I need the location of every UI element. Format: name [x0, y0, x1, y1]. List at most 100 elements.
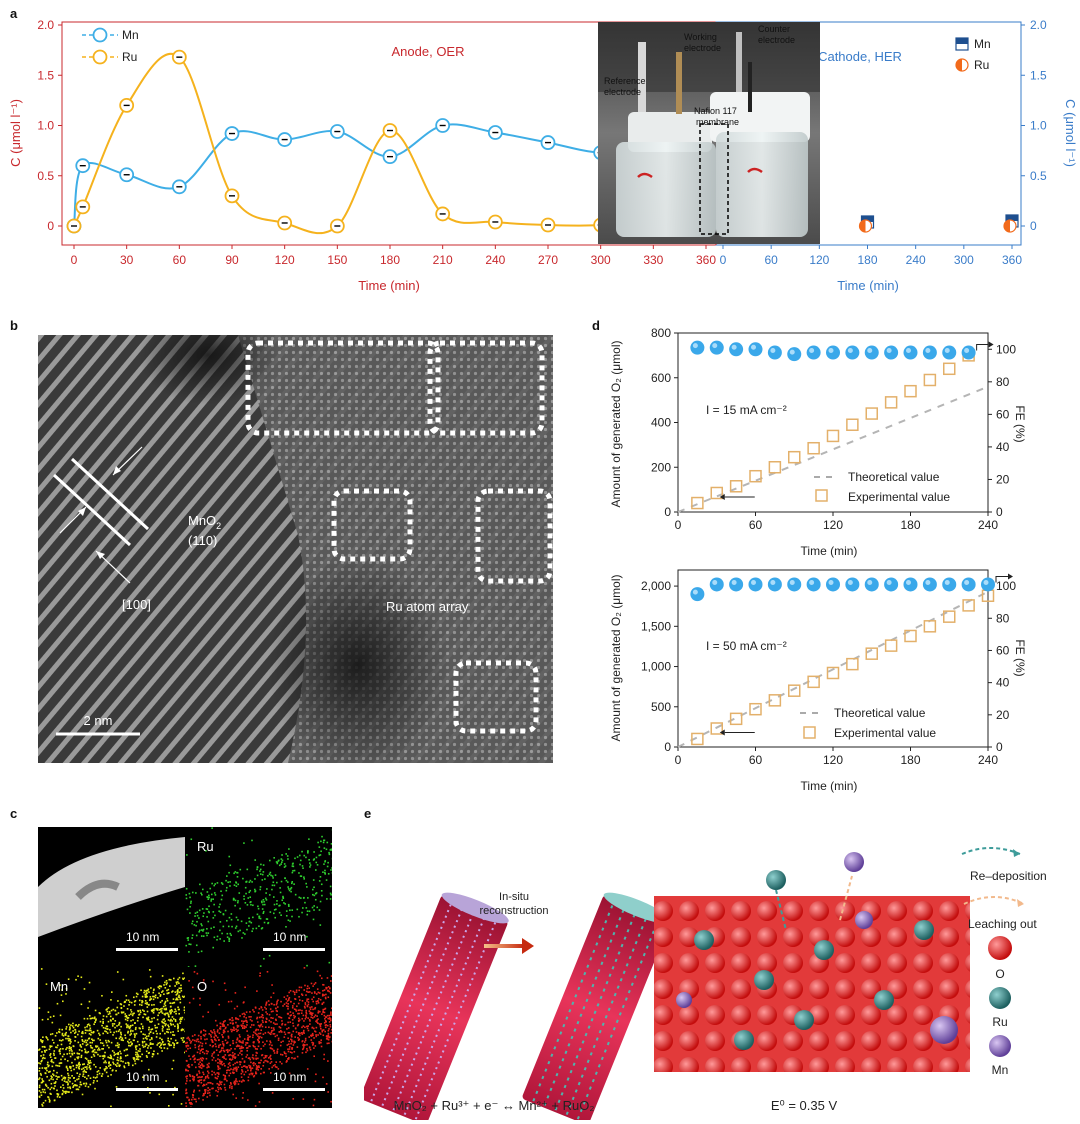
- eds-ru-dot: [265, 899, 268, 901]
- eds-mn-dot: [40, 1074, 42, 1076]
- eds-mn-dot: [147, 988, 150, 991]
- d-top-y2-tick-label: 20: [996, 472, 1010, 486]
- eds-ru-dot: [326, 865, 329, 868]
- eds-mn-dot: [67, 1069, 69, 1072]
- eds-mn-dot: [117, 1030, 120, 1033]
- eds-mn-dot: [60, 994, 63, 996]
- eds-ru-dot: [273, 912, 275, 915]
- eds-ru-dot: [213, 926, 215, 929]
- eds-mn-dot: [111, 1050, 114, 1052]
- eds-ru-dot: [239, 907, 241, 910]
- eds-mn-dot: [109, 1031, 112, 1033]
- d-top-experimental-point: [943, 362, 956, 376]
- eds-o-dot: [292, 990, 295, 993]
- eds-o-dot: [185, 1092, 187, 1095]
- eds-o-dot: [297, 1039, 300, 1041]
- eds-mn-dot: [38, 1084, 41, 1087]
- eds-mn-dot: [47, 1061, 49, 1064]
- eds-o-dot: [305, 994, 307, 996]
- eds-o-dot: [268, 1068, 270, 1070]
- eds-o-dot: [313, 1047, 315, 1049]
- eds-haadf-scale: 10 nm: [126, 930, 160, 944]
- eds-o-dot: [324, 996, 327, 999]
- eds-mn-dot: [51, 1033, 54, 1035]
- eds-mn-dot: [101, 1073, 104, 1075]
- eds-o-dot: [262, 1041, 264, 1044]
- eds-o-dot: [224, 1064, 226, 1067]
- eds-ru-dot: [198, 917, 200, 919]
- eds-o-dot: [222, 1029, 225, 1032]
- eds-mn-dot: [144, 1013, 147, 1016]
- eds-ru-dot: [190, 838, 193, 841]
- eds-o-dot: [287, 1043, 290, 1046]
- eds-mn-dot: [177, 996, 180, 998]
- eds-mn-dot: [56, 1002, 59, 1005]
- eds-o-dot: [276, 1034, 278, 1037]
- eds-mn-dot: [106, 1008, 108, 1010]
- eds-o-dot: [267, 1057, 270, 1059]
- eds-o-dot: [307, 1029, 310, 1032]
- eds-o-dot: [190, 1102, 192, 1104]
- d-top-fe-point: [961, 345, 976, 360]
- eds-o-dot: [202, 1085, 204, 1087]
- eds-o-dot: [273, 1049, 275, 1052]
- eds-o-dot: [203, 1065, 205, 1067]
- eds-ru-dot: [259, 965, 262, 967]
- eds-ru-dot: [220, 882, 223, 884]
- eds-o-dot: [329, 1023, 332, 1026]
- eds-mn-dot: [45, 1036, 47, 1038]
- eds-mn-dot: [64, 1090, 67, 1093]
- eds-o-dot: [211, 1053, 214, 1055]
- eds-o-dot: [289, 1014, 292, 1017]
- cathode-x-tick-label: 120: [809, 253, 829, 267]
- eds-mn-dot: [72, 1045, 75, 1047]
- eds-o-dot: [317, 1010, 320, 1012]
- eds-ru-dot: [263, 900, 265, 903]
- eds-mn-dot: [90, 1033, 92, 1036]
- eds-mn-dot: [103, 1055, 106, 1058]
- eds-o-dot: [230, 1047, 232, 1050]
- eds-o-dot: [225, 1026, 227, 1029]
- eds-mn-dot: [137, 1055, 140, 1058]
- eds-mn-dot: [184, 1030, 185, 1033]
- eds-mn-dot: [175, 997, 178, 1000]
- d-bottom-y-tick-label: 2,000: [641, 579, 671, 593]
- eds-mn-dot: [66, 1067, 69, 1070]
- eds-mn-dot: [54, 1081, 57, 1083]
- eds-mn-dot: [165, 980, 168, 982]
- eds-o-dot: [219, 1025, 222, 1028]
- eds-o-dot: [191, 986, 194, 989]
- eds-o-dot: [299, 1009, 301, 1011]
- eds-ru-dot: [281, 859, 284, 862]
- eds-mn-dot: [93, 1080, 95, 1082]
- eds-ru-dot: [257, 907, 260, 910]
- eds-mn-dot: [177, 1008, 180, 1011]
- eds-o-dot: [231, 1056, 234, 1058]
- d-top-current: I = 15 mA cm⁻²: [706, 403, 787, 417]
- eds-o-dot: [306, 987, 309, 990]
- eds-ru-dot: [318, 846, 321, 848]
- eds-ru-dot: [312, 879, 315, 881]
- eds-mn-dot: [109, 1028, 111, 1031]
- eds-o-dot: [293, 1041, 296, 1044]
- eds-mn-dot: [86, 1024, 89, 1026]
- eds-o-dot: [229, 1064, 231, 1067]
- eds-o-dot: [206, 1038, 208, 1040]
- eds-o-dot: [252, 1034, 254, 1036]
- eds-mn-dot: [143, 1010, 145, 1012]
- eds-o-dot: [235, 1069, 238, 1071]
- eds-ru-dot: [222, 925, 225, 928]
- eds-ru-dot: [284, 903, 287, 905]
- eds-o-dot: [322, 1076, 324, 1079]
- eds-ru-dot: [206, 916, 208, 918]
- eds-mn-dot: [118, 1022, 121, 1025]
- d-bottom-y-label: Amount of generated O₂ (μmol): [609, 575, 623, 742]
- eds-ru-dot: [319, 924, 322, 926]
- eds-o-dot: [308, 1018, 311, 1021]
- eds-o-dot: [242, 1022, 244, 1025]
- eds-mn-dot: [108, 1062, 110, 1065]
- d-top-fe-point: [709, 340, 724, 355]
- eds-mn-dot: [178, 996, 181, 999]
- eds-ru-dot: [190, 902, 192, 904]
- eds-mn-dot: [172, 998, 175, 1000]
